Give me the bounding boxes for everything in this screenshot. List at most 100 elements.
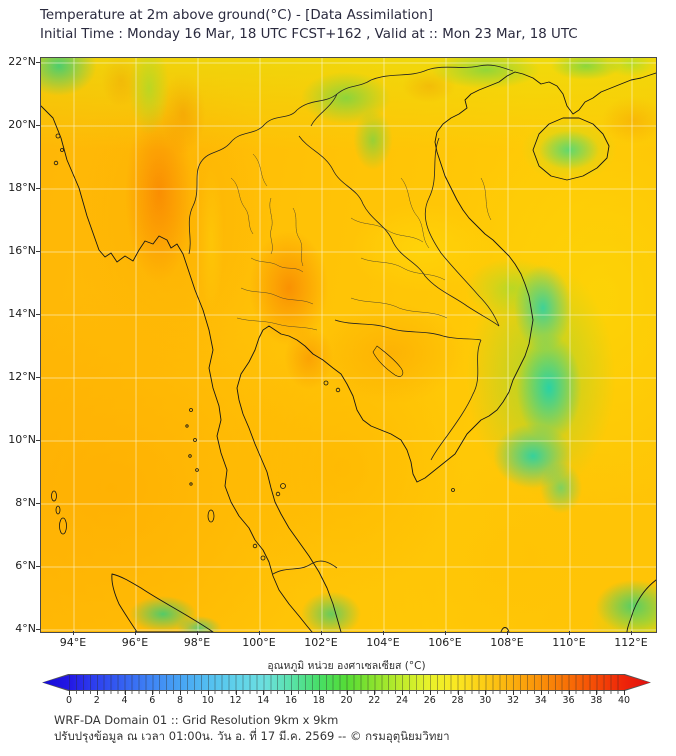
hainan-island — [532, 117, 610, 181]
graticule — [41, 58, 656, 632]
footer-block: WRF-DA Domain 01 :: Grid Resolution 9km … — [54, 712, 450, 744]
colorbar-tick-mark — [346, 690, 348, 695]
colorbar-tick-mark — [235, 690, 237, 695]
colorbar-tick-label: 32 — [506, 695, 520, 706]
colorbar-tick-label: 12 — [229, 695, 242, 706]
colorbar-tick-label: 0 — [65, 695, 73, 706]
lat-tick-mark — [36, 566, 40, 567]
colorbar-title: อุณหภูมิ หน่วย องศาเซลเซียส (°C) — [267, 660, 426, 672]
lon-tick-label: 112°E — [614, 636, 648, 649]
colorbar-tick-mark — [69, 690, 70, 695]
colorbar-tick-mark — [457, 690, 459, 695]
lon-tick-mark — [73, 631, 74, 635]
colorbar-tick-label: 10 — [201, 695, 214, 706]
figure-title: Temperature at 2m above ground(°C) - [Da… — [40, 8, 433, 23]
lat-tick-mark — [36, 314, 40, 315]
colorbar-tick-label: 36 — [562, 695, 575, 706]
lat-tick-label: 14°N — [8, 307, 36, 320]
colorbar-tick-label: 8 — [176, 695, 184, 706]
colorbar-tick-label: 2 — [93, 695, 100, 706]
colorbar-tick-label: 18 — [312, 695, 325, 706]
lon-tick-mark — [135, 631, 136, 635]
coastlines — [41, 71, 656, 632]
lat-tick-mark — [36, 629, 40, 630]
colorbar-tick-mark — [402, 690, 403, 695]
country-borders — [188, 64, 514, 575]
lat-tick-mark — [36, 377, 40, 378]
lat-tick-label: 4°N — [15, 622, 36, 635]
lon-tick-mark — [445, 631, 446, 635]
lat-tick-mark — [36, 188, 40, 189]
lon-tick-mark — [321, 631, 322, 635]
lon-tick-mark — [383, 631, 384, 635]
colorbar-tick-mark — [513, 690, 514, 695]
footer-update-info: ปรับปรุงข้อมูล ณ เวลา 01:00น. วัน อ. ที่… — [54, 729, 450, 743]
lon-tick-mark — [259, 631, 260, 635]
lon-tick-label: 104°E — [366, 636, 400, 649]
lat-tick-label: 22°N — [8, 55, 36, 68]
islands — [51, 133, 455, 561]
map-overlay — [41, 58, 656, 632]
colorbar-tick-mark — [96, 690, 98, 695]
map-area — [40, 57, 657, 633]
province-borders — [230, 153, 492, 331]
lat-tick-label: 8°N — [15, 496, 36, 509]
colorbar-segments — [69, 675, 624, 690]
colorbar-gradient — [43, 675, 650, 690]
colorbar-tick-mark — [263, 690, 265, 695]
colorbar: 0 2 4 6 8 10 12 14 16 18 20 22 24 26 28 30 32 34 36 38 40 — [42, 674, 651, 707]
borneo-coast — [626, 579, 656, 632]
lat-tick-mark — [36, 440, 40, 441]
lon-tick-label: 98°E — [183, 636, 211, 649]
lon-tick-label: 108°E — [490, 636, 524, 649]
colorbar-tick-mark — [318, 690, 320, 695]
lon-tick-label: 102°E — [304, 636, 338, 649]
colorbar-tick-mark — [540, 690, 542, 695]
colorbar-tick-label: 16 — [284, 695, 298, 706]
colorbar-tick-label: 26 — [423, 695, 436, 706]
lat-tick-mark — [36, 62, 40, 63]
colorbar-tick-label: 4 — [121, 695, 128, 706]
sumatra-coast — [111, 573, 214, 632]
colorbar-tick-label: 22 — [368, 695, 381, 706]
lat-tick-label: 6°N — [15, 559, 36, 572]
lon-tick-mark — [569, 631, 570, 635]
title-block: Temperature at 2m above ground(°C) - [Da… — [40, 6, 578, 44]
colorbar-tick-mark — [180, 690, 181, 695]
temperature-field — [41, 58, 656, 632]
lon-tick-mark — [507, 631, 508, 635]
lat-tick-label: 20°N — [8, 118, 36, 131]
lon-tick-label: 100°E — [242, 636, 276, 649]
lon-tick-mark — [631, 631, 632, 635]
colorbar-tick-mark — [429, 690, 431, 695]
lon-tick-mark — [197, 631, 198, 635]
lon-tick-label: 94°E — [59, 636, 87, 649]
colorbar-tick-label: 40 — [617, 695, 631, 706]
colorbar-tick-label: 24 — [395, 695, 409, 706]
figure-subtitle: Initial Time : Monday 16 Mar, 18 UTC FCS… — [40, 27, 578, 42]
lat-tick-label: 16°N — [8, 244, 36, 257]
lat-tick-label: 12°N — [8, 370, 36, 383]
colorbar-tick-label: 38 — [590, 695, 603, 706]
colorbar-tick-label: 20 — [340, 695, 353, 706]
lon-tick-label: 96°E — [121, 636, 149, 649]
footer-domain-info: WRF-DA Domain 01 :: Grid Resolution 9km … — [54, 713, 339, 727]
colorbar-tick-mark — [568, 690, 570, 695]
colorbar-tick-label: 14 — [257, 695, 270, 706]
lon-tick-label: 110°E — [552, 636, 586, 649]
colorbar-tick-mark — [485, 690, 487, 695]
colorbar-tick-label: 30 — [479, 695, 492, 706]
colorbar-tick-mark — [596, 690, 598, 695]
colorbar-tick-mark — [291, 690, 292, 695]
colorbar-tick-label: 28 — [451, 695, 464, 706]
colorbar-tick-mark — [207, 690, 209, 695]
colorbar-tick-mark — [374, 690, 376, 695]
lat-tick-mark — [36, 125, 40, 126]
colorbar-tick-mark — [152, 690, 154, 695]
tonle-sap-lake — [372, 345, 404, 377]
lon-tick-label: 106°E — [428, 636, 462, 649]
colorbar-tick-label: 34 — [534, 695, 547, 706]
lat-tick-label: 10°N — [8, 433, 36, 446]
lat-tick-mark — [36, 503, 40, 504]
